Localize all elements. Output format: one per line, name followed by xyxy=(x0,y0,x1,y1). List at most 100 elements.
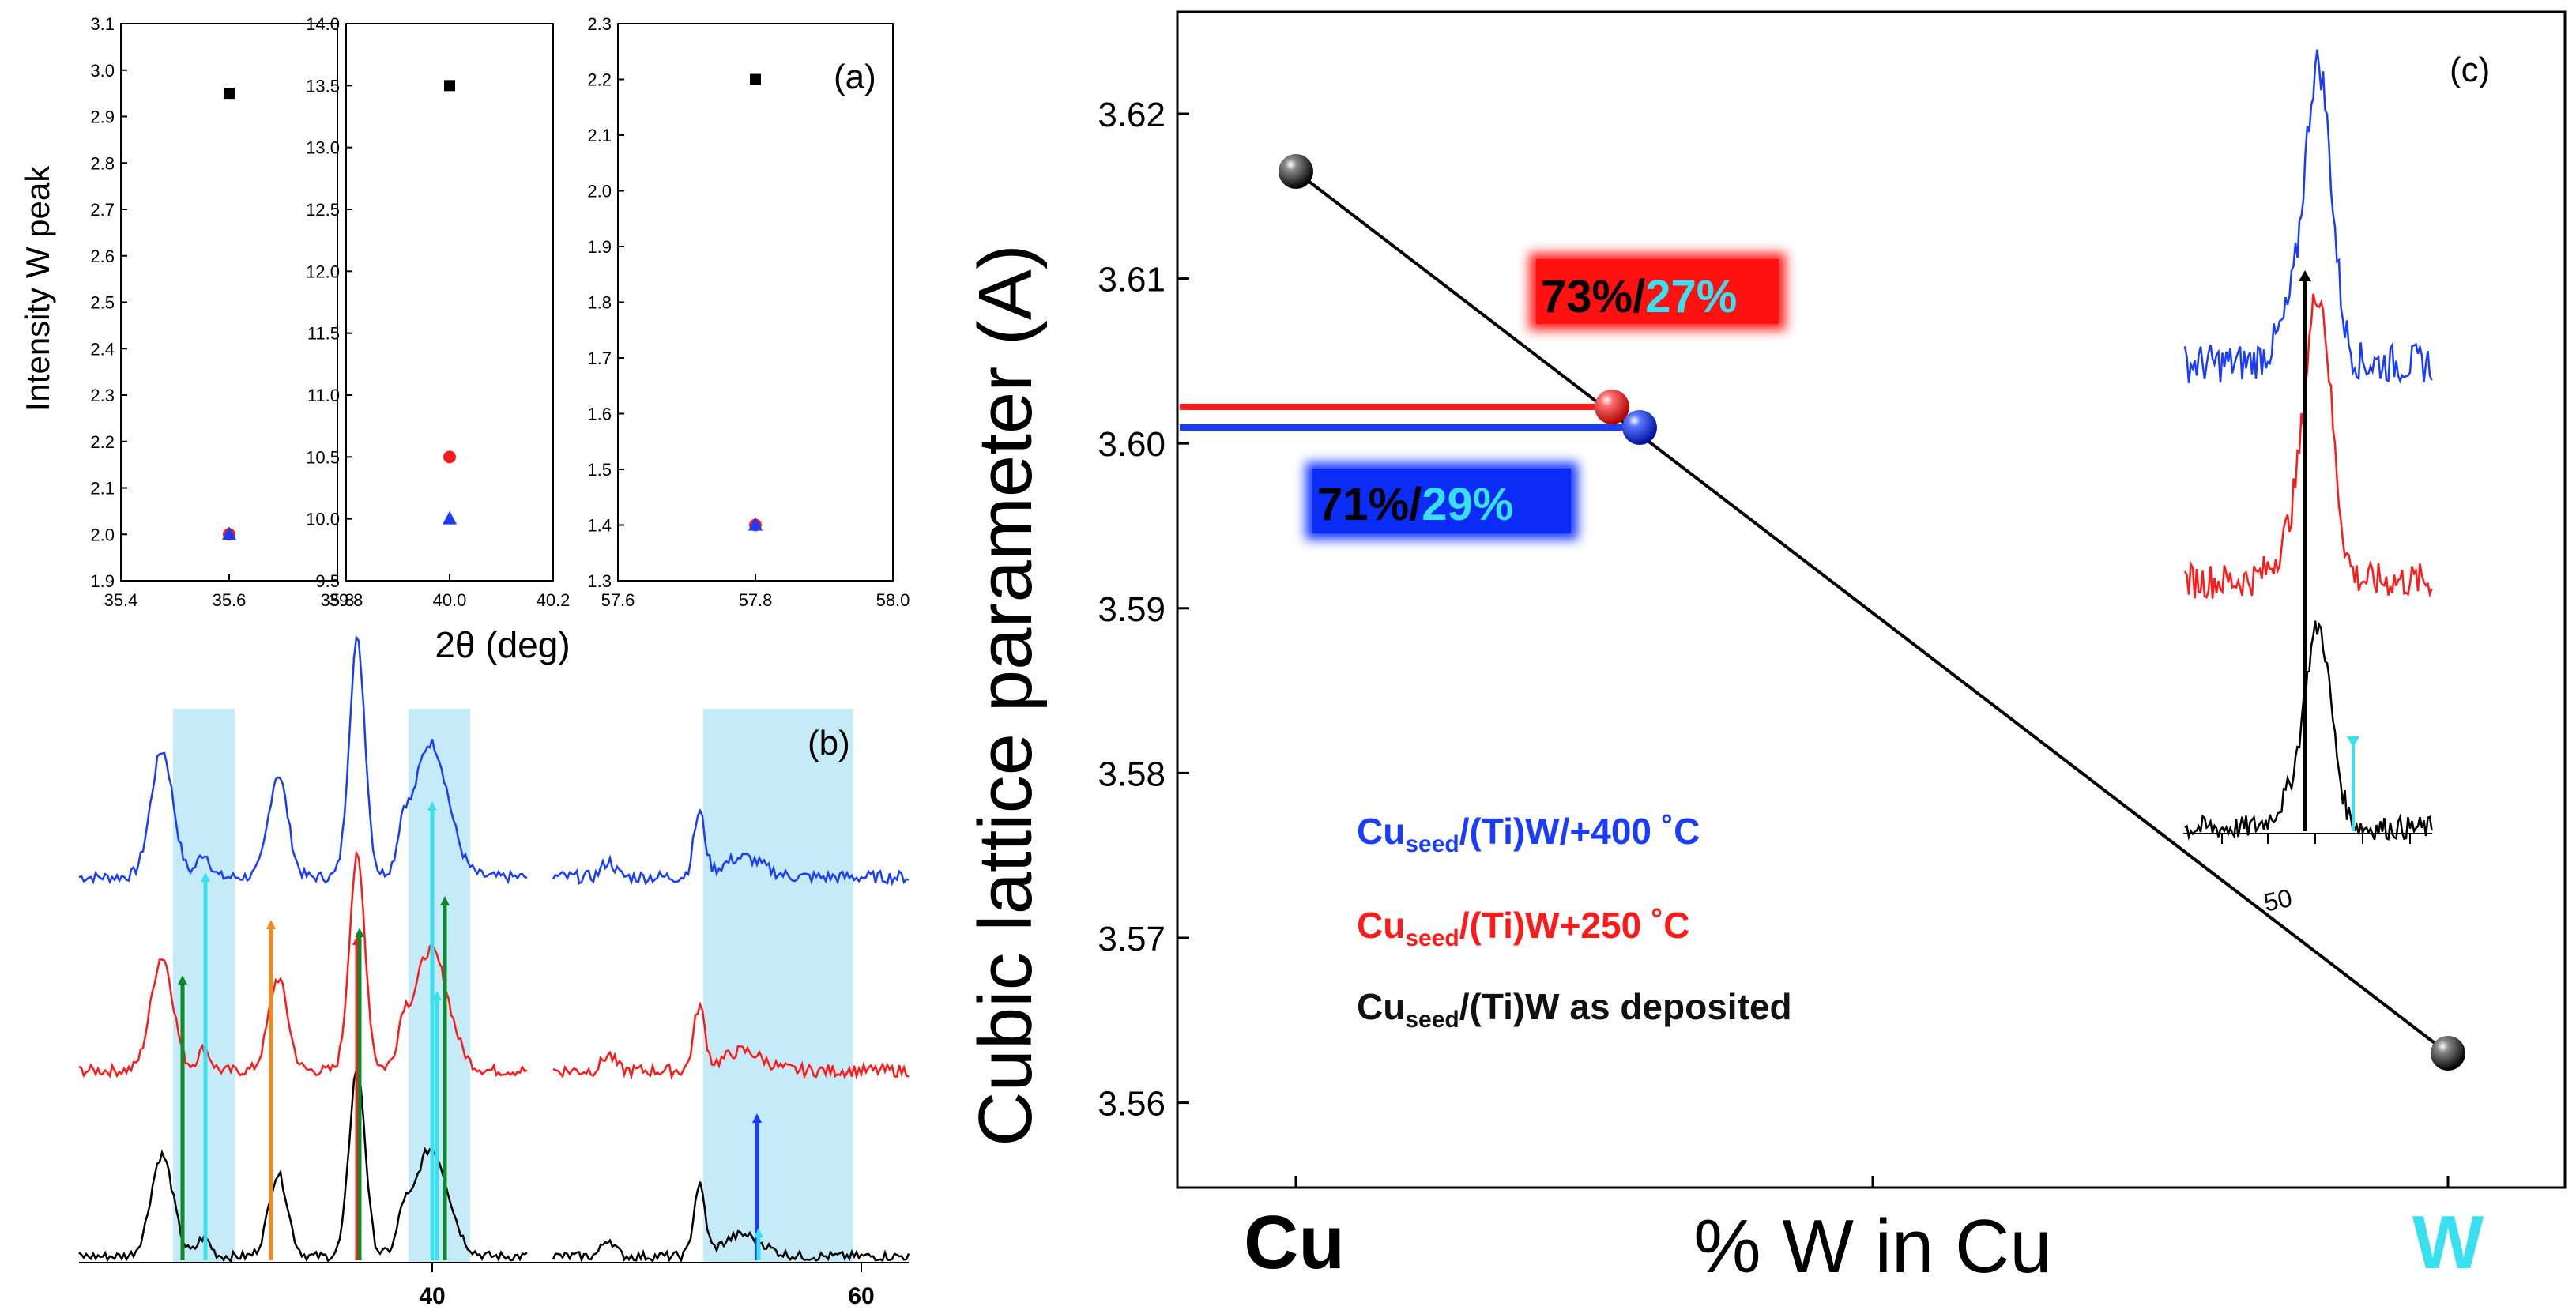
panel-a-ytick-label: 3.1 xyxy=(90,14,115,34)
ratio-box-red: 73%/27% xyxy=(1529,253,1786,330)
legend-item-400: Cuseed/(Ti)W/+400 ˚C xyxy=(1357,811,1700,857)
inset-trace-red xyxy=(2183,293,2433,599)
panel-a-ytick-label: 2.1 xyxy=(90,479,115,499)
panel-b-shade-band xyxy=(703,709,853,1262)
panel-a-ytick-label: 2.6 xyxy=(90,247,115,266)
panel-c-frame xyxy=(1176,10,2567,1189)
panel-c-ytick-label: 3.58 xyxy=(1098,755,1166,793)
panel-a-subplot-2: 9.5 10.0 10.5 11.0 11.5 12.0 12.5 13.0 13.5 14.0 3… xyxy=(306,14,570,610)
panel-a-ytick-label: 1.8 xyxy=(587,293,612,313)
marker-triangle xyxy=(443,510,457,525)
panel-c-ytick-label: 3.57 xyxy=(1098,920,1166,958)
reference-stick-arrow xyxy=(266,920,276,929)
blue-point xyxy=(1622,410,1657,445)
legend-item-250: Cuseed/(Ti)W+250 ˚C xyxy=(1357,905,1690,951)
inset-stick-cyan-arrow xyxy=(2347,736,2359,747)
panel-a-ytick-label: 14.0 xyxy=(306,14,340,34)
ratio-blue-text: 71%/29% xyxy=(1317,479,1513,530)
panel-a-xtick-label: 35.6 xyxy=(213,590,247,610)
vegard-line xyxy=(1294,170,2450,1055)
reference-stick-arrow xyxy=(432,991,442,1000)
panel-a-ytick-label: 11.5 xyxy=(307,324,340,344)
panel-a-xtick-label: 40.0 xyxy=(433,590,467,610)
marker-circle xyxy=(443,450,456,464)
panel-a-xtick-label: 39.8 xyxy=(330,590,363,610)
inset-tick-50: 50 xyxy=(2262,883,2295,917)
panel-a-ytick-label: 13.5 xyxy=(306,76,340,96)
panel-a-xtick-label: 58.0 xyxy=(876,590,910,610)
panel-a-subplot-1: 1.9 2.0 2.1 2.2 2.3 2.4 2.5 2.6 2.7 2.8 2.9 3.0 3.1 3… xyxy=(90,14,354,610)
panel-b-tick-40: 40 xyxy=(419,1283,445,1309)
inset: 50 xyxy=(2183,49,2433,917)
panel-a-ytick-label: 1.9 xyxy=(90,571,115,591)
ratio-blue-right: 29% xyxy=(1422,479,1513,530)
reference-stick-arrow xyxy=(201,872,210,882)
panel-a-xtick-label: 57.6 xyxy=(601,590,635,610)
xrd-trace-red-right xyxy=(552,1001,910,1081)
panel-c-xlabel: % W in Cu xyxy=(1693,1204,2051,1289)
panel-a-ytick-label: 2.3 xyxy=(90,386,115,405)
marker-square xyxy=(224,88,235,100)
reference-stick-arrow xyxy=(754,1228,763,1237)
panel-c-ytick-label: 3.59 xyxy=(1098,590,1166,629)
legend: Cuseed/(Ti)W/+400 ˚C Cuseed/(Ti)W+250 ˚C… xyxy=(1357,811,1792,1033)
reference-stick-arrow xyxy=(427,801,437,811)
panel-a-ytick-label: 13.0 xyxy=(306,138,340,158)
panel-a-xtick-label: 57.8 xyxy=(739,590,773,610)
ratio-red-right: 27% xyxy=(1645,271,1737,322)
panel-a-ytick-label: 1.5 xyxy=(587,460,612,480)
panel-a-xlabel: 2θ (deg) xyxy=(435,624,570,665)
panel-b-label: (b) xyxy=(808,724,850,762)
panel-a-xtick-label: 35.4 xyxy=(104,590,138,610)
panel-a-ytick-label: 12.0 xyxy=(306,262,340,281)
panel-a-xtick-label: 35.8 xyxy=(321,590,355,610)
panel-a-subplot-3: 1.3 1.4 1.5 1.6 1.7 1.8 1.9 2.0 2.1 2.2 2.3 57.6 57.… xyxy=(587,14,910,610)
inset-trace-blue xyxy=(2183,49,2433,384)
ratio-red-left: 73%/ xyxy=(1541,271,1645,322)
panel-a-subplot-frame xyxy=(345,23,554,582)
ratio-blue-left: 71%/ xyxy=(1317,479,1422,530)
panel-a-ytick-label: 1.4 xyxy=(587,516,612,536)
panel-a-ytick-label: 2.2 xyxy=(587,70,612,90)
panel-a-ytick-label: 2.0 xyxy=(90,525,115,544)
legend-item-deposited: Cuseed/(Ti)W as deposited xyxy=(1357,986,1792,1033)
panel-c-w-label: W xyxy=(2412,1200,2484,1285)
panel-a-ytick-label: 2.2 xyxy=(90,432,115,452)
w-point xyxy=(2431,1036,2465,1071)
panel-a-ytick-label: 3.0 xyxy=(90,61,115,81)
reference-stick-arrow xyxy=(355,928,364,937)
panel-a-ytick-label: 2.9 xyxy=(90,107,115,127)
panel-c-ytick-label: 3.60 xyxy=(1098,425,1166,464)
panel-a-ytick-label: 10.0 xyxy=(306,510,340,529)
panel-a-ytick-label: 11.0 xyxy=(307,386,340,405)
panel-c-ytick-label: 3.56 xyxy=(1098,1085,1166,1124)
panel-a-ylabel: Intensity W peak xyxy=(19,165,56,411)
inset-stick-black-arrow xyxy=(2299,270,2311,281)
cu-point xyxy=(1279,154,1313,189)
marker-square xyxy=(750,73,761,85)
xrd-trace-blue-left xyxy=(78,634,528,885)
panel-c-label: (c) xyxy=(2450,51,2490,89)
reference-stick-arrow xyxy=(440,896,450,905)
inset-trace-black xyxy=(2184,620,2433,841)
ratio-red-text: 73%/27% xyxy=(1541,271,1737,322)
panel-a-ytick-label: 1.7 xyxy=(587,348,612,368)
panel-b-tick-60: 60 xyxy=(848,1283,874,1309)
panel-a-subplot-frame xyxy=(617,23,894,582)
panel-a-ytick-label: 1.9 xyxy=(587,237,612,257)
marker-triangle xyxy=(222,526,236,540)
ratio-box-red-bg xyxy=(1536,259,1779,324)
panel-a-ytick-label: 2.5 xyxy=(90,293,115,313)
reference-stick-arrow xyxy=(178,975,187,985)
ratio-box-blue: 71%/29% xyxy=(1305,462,1578,540)
panel-a-ytick-label: 1.6 xyxy=(587,405,612,424)
panel-a-ytick-label: 2.8 xyxy=(90,153,115,173)
red-point xyxy=(1595,390,1629,424)
xrd-trace-red-left xyxy=(78,849,528,1079)
panel-a-ytick-label: 9.5 xyxy=(315,571,340,591)
panel-c-cu-label: Cu xyxy=(1244,1200,1345,1285)
panel-a-ytick-label: 10.5 xyxy=(306,447,340,467)
panel-b: (b) 40 60 xyxy=(78,634,910,1309)
panel-a-ytick-label: 2.4 xyxy=(90,339,115,359)
panel-a-ytick-label: 2.3 xyxy=(587,14,612,34)
